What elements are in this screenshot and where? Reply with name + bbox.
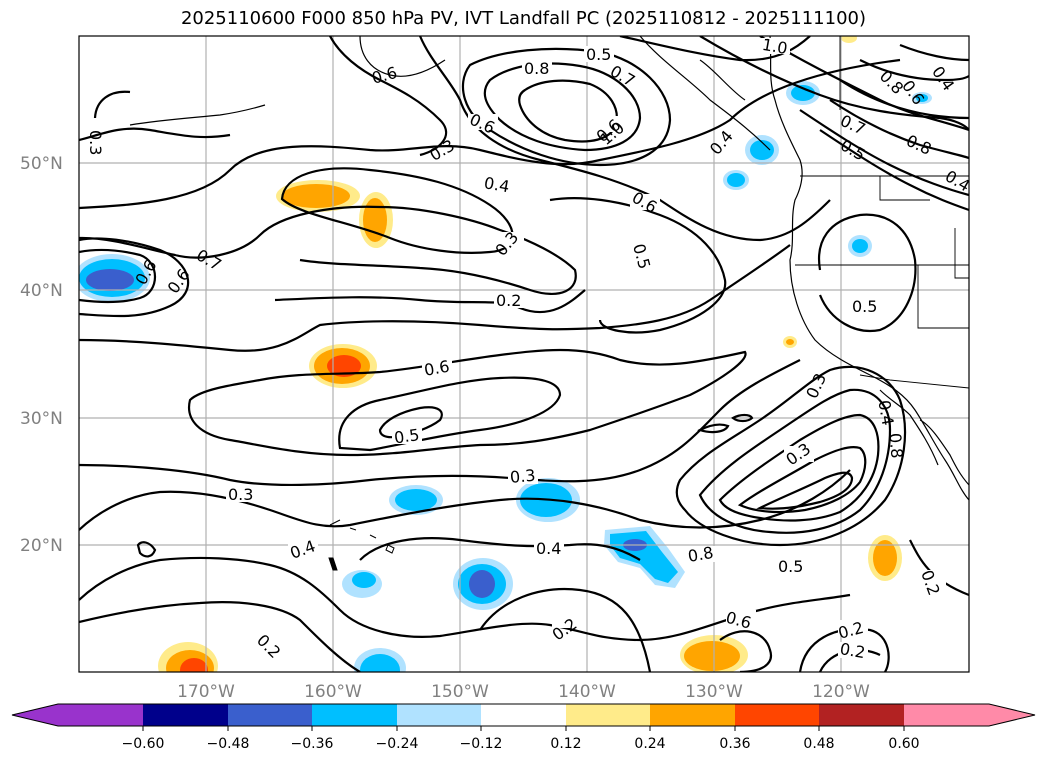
lat-label-50n: 50°N	[20, 154, 63, 174]
colorbar-outline	[11, 703, 1036, 727]
lat-label-20n: 20°N	[20, 536, 63, 556]
lon-label-170w: 170°W	[177, 682, 235, 702]
lon-label-140w: 140°W	[558, 682, 616, 702]
pv-anomaly-fills	[79, 36, 932, 672]
colorbar-segment	[143, 704, 228, 726]
lat-label-30n: 30°N	[20, 409, 63, 429]
lon-label-160w: 160°W	[304, 682, 362, 702]
colorbar-extend-high	[989, 704, 1035, 726]
colorbar-tick-label: 0.36	[719, 736, 750, 752]
colorbar: −0.60 −0.48 −0.36 −0.24 −0.12 0.12 0.24 …	[11, 703, 1036, 752]
contour-label: 0.4	[874, 399, 897, 427]
contour-label: 0.3	[86, 130, 105, 155]
lon-label-150w: 150°W	[431, 682, 489, 702]
lon-label-130w: 130°W	[685, 682, 743, 702]
islands	[328, 519, 395, 571]
contour-label: 1.0	[761, 35, 789, 58]
contour-label: 0.3	[228, 485, 253, 504]
negative-anomaly-coast-north	[723, 81, 932, 257]
colorbar-segment	[650, 704, 735, 726]
contour-label: 0.2	[838, 639, 866, 662]
colorbar-segment	[735, 704, 819, 726]
colorbar-segment	[566, 704, 650, 726]
colorbar-segment	[228, 704, 312, 726]
contour-label: 0.2	[496, 291, 521, 310]
contour-label: 0.8	[686, 543, 714, 566]
colorbar-segment	[481, 704, 566, 726]
colorbar-tick-label: −0.24	[376, 736, 419, 752]
contour-label: 0.3	[509, 466, 536, 487]
longitude-labels: 170°W 160°W 150°W 140°W 130°W 120°W	[177, 682, 870, 702]
contour-label: 0.6	[423, 357, 451, 380]
latitude-labels: 50°N 40°N 30°N 20°N	[20, 154, 63, 556]
colorbar-tick-label: −0.36	[291, 736, 334, 752]
colorbar-segment	[819, 704, 904, 726]
positive-anomaly-160w-34n	[309, 344, 377, 388]
map-background	[79, 36, 969, 672]
pv-contour-lines	[79, 36, 969, 672]
negative-anomaly-150w-23n	[389, 485, 443, 515]
colorbar-segment	[58, 704, 143, 726]
lat-label-40n: 40°N	[20, 281, 63, 301]
negative-anomaly-149w-17n	[453, 558, 513, 610]
contour-label: 0.8	[524, 59, 549, 78]
positive-anomaly-170w-10n	[158, 642, 218, 672]
negative-anomaly-157w-16n	[342, 570, 382, 598]
contour-label: 0.5	[778, 557, 803, 576]
colorbar-tick-label: 0.12	[550, 736, 581, 752]
contour-label: 0.5	[393, 425, 421, 447]
colorbar-tick-label: −0.60	[122, 736, 165, 752]
lon-label-120w: 120°W	[812, 682, 870, 702]
colorbar-tick-label: −0.48	[207, 736, 250, 752]
small-positive-anomalies	[783, 36, 857, 348]
colorbar-tick-label: 0.24	[634, 736, 665, 752]
contour-label: 0.5	[586, 45, 611, 64]
colorbar-segment	[397, 704, 481, 726]
positive-anomaly-116w-19n	[868, 535, 902, 581]
contour-label: 0.5	[852, 297, 877, 316]
colorbar-extend-low	[12, 704, 58, 726]
colorbar-segment	[312, 704, 397, 726]
colorbar-segment	[904, 704, 989, 726]
coastlines	[129, 36, 969, 501]
political-borders	[795, 36, 969, 389]
colorbar-tick-label: 0.60	[888, 736, 919, 752]
negative-anomaly-155w-10n	[354, 648, 406, 672]
contour-label: 0.8	[885, 432, 906, 459]
colorbar-tick-label: 0.48	[803, 736, 834, 752]
colorbar-tick-label: −0.12	[460, 736, 503, 752]
map-title: 2025110600 F000 850 hPa PV, IVT Landfall…	[180, 8, 867, 29]
map-frame	[78, 35, 970, 673]
contour-label: 0.4	[483, 173, 511, 196]
contour-label: 0.4	[536, 539, 561, 558]
